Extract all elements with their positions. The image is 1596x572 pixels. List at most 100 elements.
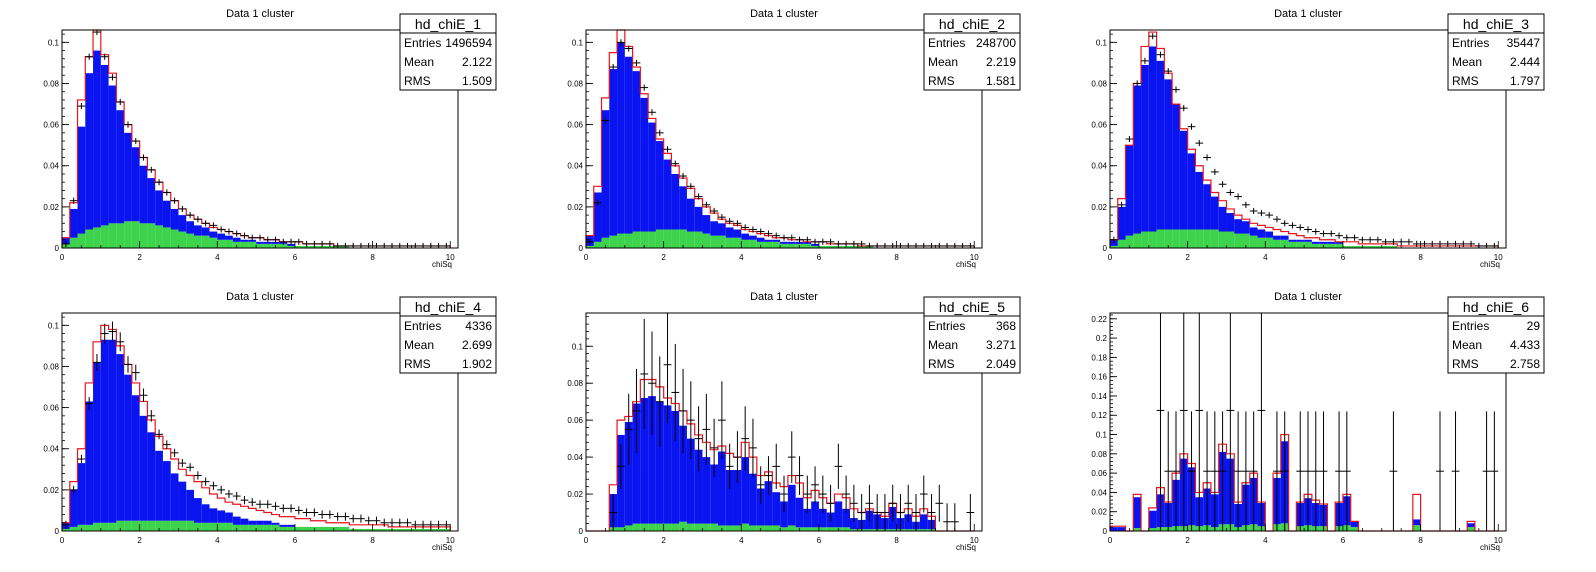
data-point <box>194 471 202 480</box>
signal-bar <box>1311 241 1320 244</box>
data-point <box>927 242 936 248</box>
data-point <box>1374 236 1382 243</box>
signal-bar <box>749 235 757 240</box>
data-point <box>1195 140 1204 147</box>
signal-bar <box>186 221 194 234</box>
x-tick-label: 0 <box>584 253 589 262</box>
signal-bar <box>772 492 781 526</box>
data-point <box>1249 207 1258 215</box>
background-bar <box>225 239 233 248</box>
signal-bar <box>1350 521 1359 528</box>
stats-box-frame <box>1447 13 1545 91</box>
background-bar <box>201 522 210 531</box>
data-point <box>302 508 311 517</box>
background-bar <box>131 520 140 531</box>
stats-box: hd_chiE_6 Entries 29 Mean 4.433 RMS 2.758 <box>1447 296 1545 374</box>
data-point <box>1280 220 1289 227</box>
signal-bar <box>1117 527 1126 531</box>
signal-bar <box>640 397 649 524</box>
background-bar <box>1366 245 1374 248</box>
x-tick-label: 8 <box>1418 536 1423 545</box>
signal-bar <box>232 516 241 525</box>
data-point <box>795 456 804 495</box>
y-tick-label: 0.1 <box>572 342 584 351</box>
data-point <box>263 500 272 509</box>
data-point <box>593 199 602 206</box>
data-point <box>232 491 241 501</box>
x-tick-label: 2 <box>1185 253 1190 262</box>
signal-bar <box>178 481 187 521</box>
y-tick-label: 0.02 <box>43 486 59 495</box>
data-point <box>403 518 412 527</box>
background-bar <box>1195 229 1204 248</box>
stats-value: 1496594 <box>445 36 492 50</box>
data-point <box>764 456 773 495</box>
signal-bar <box>162 461 171 521</box>
x-tick-label: 4 <box>1263 253 1268 262</box>
background-bar <box>710 235 718 248</box>
background-bar <box>1288 241 1297 248</box>
background-bar <box>263 243 272 248</box>
data-point <box>248 498 257 507</box>
data-point <box>1366 236 1374 243</box>
stats-box-name: hd_chiE_1 <box>415 16 481 32</box>
data-point <box>1319 411 1328 531</box>
signal-bar <box>655 141 664 230</box>
signal-bar <box>632 403 641 524</box>
data-point <box>1257 209 1266 217</box>
data-point <box>1490 242 1499 248</box>
x-axis-label: chiSq <box>956 543 976 552</box>
data-point <box>756 466 765 504</box>
data-point <box>380 242 389 248</box>
background-bar <box>780 243 788 248</box>
x-axis-label: chiSq <box>1480 543 1500 552</box>
signal-bar <box>194 225 202 236</box>
background-bar <box>1133 233 1142 248</box>
data-point <box>1288 222 1297 229</box>
signal-bar <box>780 241 788 244</box>
background-bar <box>124 520 132 531</box>
signal-bar <box>741 457 750 524</box>
data-point <box>927 494 936 531</box>
background-bar <box>663 229 672 248</box>
data-point <box>395 518 404 527</box>
background-bar <box>232 524 241 531</box>
signal-bar <box>1110 527 1118 531</box>
background-bar <box>686 231 695 248</box>
data-point <box>850 240 858 247</box>
background-bar <box>287 526 295 531</box>
data-point <box>1389 411 1398 531</box>
background-bar <box>725 237 734 248</box>
signal-bar <box>170 208 179 230</box>
stats-label: Mean <box>928 55 958 69</box>
signal-bar <box>1327 241 1336 244</box>
data-point <box>100 323 109 344</box>
background-bar <box>1327 243 1336 248</box>
signal-bar <box>1172 104 1180 230</box>
data-point <box>710 418 718 477</box>
data-point <box>896 242 905 248</box>
background-bar <box>232 241 241 248</box>
stats-value: 2.049 <box>986 357 1016 371</box>
background-bar <box>741 523 750 531</box>
data-point <box>842 475 850 513</box>
x-tick-label: 4 <box>215 536 220 545</box>
stats-box: hd_chiE_1 Entries 1496594 Mean 2.122 RMS 1.509 <box>399 13 497 91</box>
stats-label: Mean <box>1452 55 1482 69</box>
signal-bar <box>679 425 687 522</box>
stats-label: Entries <box>928 319 965 333</box>
background-bar <box>124 221 132 248</box>
background-bar <box>225 522 233 531</box>
background-bar <box>318 526 326 531</box>
data-point <box>803 236 812 243</box>
stats-value: 35447 <box>1507 36 1541 50</box>
signal-bar <box>217 510 226 523</box>
signal-bar <box>648 122 656 232</box>
background-bar <box>108 223 117 248</box>
data-point <box>1218 411 1227 531</box>
background-bar <box>170 229 179 248</box>
background-bar <box>733 525 742 531</box>
background-bar <box>1117 239 1126 248</box>
data-point <box>100 53 109 60</box>
background-bar <box>287 245 295 248</box>
